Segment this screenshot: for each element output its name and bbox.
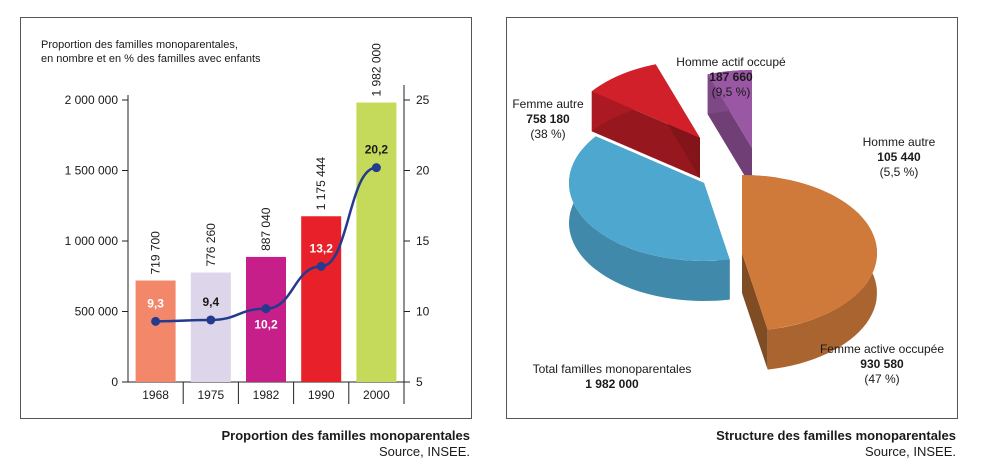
pie-slice xyxy=(742,175,878,370)
x-tick-label: 2000 xyxy=(363,388,390,402)
slice-percent-label: (5,5 %) xyxy=(880,165,919,179)
percent-point xyxy=(261,304,271,314)
slice-top xyxy=(742,175,878,330)
slice-name-label: Femme autre xyxy=(512,97,584,111)
slice-name-label: Homme autre xyxy=(863,135,936,149)
slice-value-label: 758 180 xyxy=(526,112,570,126)
slice-percent-label: (9,5 %) xyxy=(712,85,751,99)
y2-tick-label: 25 xyxy=(416,93,430,107)
x-tick-label: 1982 xyxy=(253,388,280,402)
pie-slice xyxy=(707,70,752,188)
x-tick-label: 1990 xyxy=(308,388,335,402)
total-value: 1 982 000 xyxy=(585,377,639,391)
y-tick-label: 500 000 xyxy=(75,305,119,319)
slice-top xyxy=(591,64,700,138)
percent-point xyxy=(206,315,216,325)
y-tick-label: 1 500 000 xyxy=(65,164,119,178)
pie-slice xyxy=(569,136,730,301)
slice-name-label: Homme actif occupé xyxy=(676,55,786,69)
slice-top xyxy=(707,70,752,148)
bar-line-chart: Proportion des familles monoparentales, e… xyxy=(41,39,430,404)
slice-side-wall xyxy=(742,253,768,370)
chart-subtitle: en nombre et en % des familles avec enfa… xyxy=(41,53,261,65)
bar-chart-caption-title: Proportion des familles monoparentales xyxy=(221,428,471,443)
percent-label: 9,4 xyxy=(202,295,219,309)
y2-tick-label: 5 xyxy=(416,375,423,389)
bar xyxy=(190,272,231,382)
pie-chart-source: Source, INSEE. xyxy=(864,444,956,459)
chart-title: Proportion des familles monoparentales, xyxy=(41,39,238,51)
pie-chart-caption-title: Structure des familles monoparentales xyxy=(716,428,956,443)
slice-value-label: 930 580 xyxy=(860,357,904,371)
percent-label: 10,2 xyxy=(254,318,278,332)
slice-value-label: 105 440 xyxy=(877,150,921,164)
percent-point xyxy=(316,261,326,271)
slice-percent-label: (47 %) xyxy=(864,372,899,386)
x-tick-label: 1968 xyxy=(142,388,169,402)
percent-label: 9,3 xyxy=(147,296,164,310)
y-tick-label: 1 000 000 xyxy=(65,234,119,248)
pie-chart-panel: Femme active occupée 930 580 (47 %) Femme a… xyxy=(506,17,958,419)
bar xyxy=(135,280,176,382)
y2-tick-label: 10 xyxy=(416,305,430,319)
x-tick-label: 1975 xyxy=(197,388,224,402)
total-label: Total familles monoparentales xyxy=(533,362,692,376)
bar-chart-panel: Proportion des familles monoparentales, e… xyxy=(20,17,472,419)
bar-value-label: 719 700 xyxy=(149,231,163,275)
percent-label: 20,2 xyxy=(365,143,389,157)
percent-line xyxy=(155,166,377,323)
slice-top xyxy=(569,136,730,261)
y-tick-label: 0 xyxy=(111,375,118,389)
pie-chart-caption: Structure des familles monoparentales So… xyxy=(506,428,956,460)
slice-value-label: 187 660 xyxy=(709,70,753,84)
bar-chart-caption: Proportion des familles monoparentales S… xyxy=(20,428,471,460)
y2-tick-label: 15 xyxy=(416,234,430,248)
bar-value-label: 1 175 444 xyxy=(314,157,328,211)
bar xyxy=(301,216,342,382)
y-tick-label: 2 000 000 xyxy=(65,93,119,107)
pie-slice xyxy=(591,64,700,178)
bar xyxy=(246,256,286,382)
percent-point xyxy=(151,316,161,326)
bar xyxy=(356,102,397,383)
slice-outer-wall xyxy=(569,136,730,301)
percent-point xyxy=(371,163,381,173)
percent-label: 13,2 xyxy=(310,241,334,255)
y2-tick-label: 20 xyxy=(416,164,430,178)
bar-chart-source: Source, INSEE. xyxy=(378,444,470,459)
slice-name-label: Femme active occupée xyxy=(820,342,944,356)
bar-value-label: 887 040 xyxy=(259,207,273,251)
bar-value-label: 776 260 xyxy=(204,223,218,267)
bar-value-label: 1 982 000 xyxy=(369,43,383,97)
slice-percent-label: (38 %) xyxy=(530,127,565,141)
